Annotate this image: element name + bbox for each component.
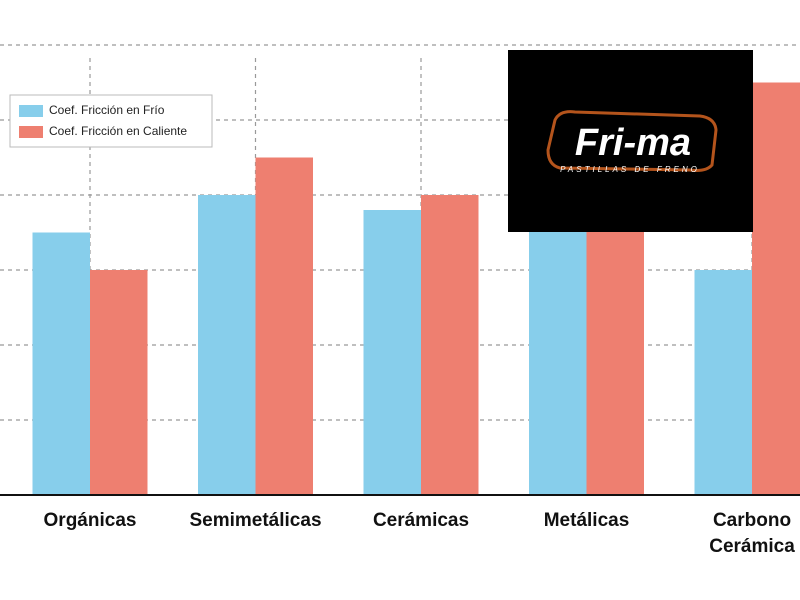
bar <box>752 82 800 495</box>
legend-box <box>9 94 213 148</box>
legend-swatch <box>19 126 43 138</box>
x-tick-label: Cerámicas <box>372 510 470 531</box>
bar <box>694 270 752 495</box>
x-tick-label: Carbono Cerámica <box>709 510 795 557</box>
legend-label: Coef. Fricción en Frío <box>49 103 165 117</box>
logo-subtitle: PASTILLAS DE FRENO <box>560 165 700 174</box>
bar <box>90 270 148 495</box>
legend-label: Coef. Fricción en Caliente <box>49 124 187 138</box>
x-tick-label: Semimetálicas <box>189 510 322 531</box>
logo-pad <box>546 110 718 172</box>
legend: Coef. Fricción en Frío Coef. Fricción en … <box>9 94 213 148</box>
bar <box>421 195 479 495</box>
bar <box>363 210 421 495</box>
bar <box>32 232 90 495</box>
bar <box>255 157 313 495</box>
logo-title: Fri-ma <box>575 122 691 164</box>
legend-swatch <box>19 105 43 117</box>
x-tick-label: Metálicas <box>543 510 630 531</box>
bar <box>198 195 256 495</box>
x-tick-label: Orgánicas <box>43 510 137 531</box>
